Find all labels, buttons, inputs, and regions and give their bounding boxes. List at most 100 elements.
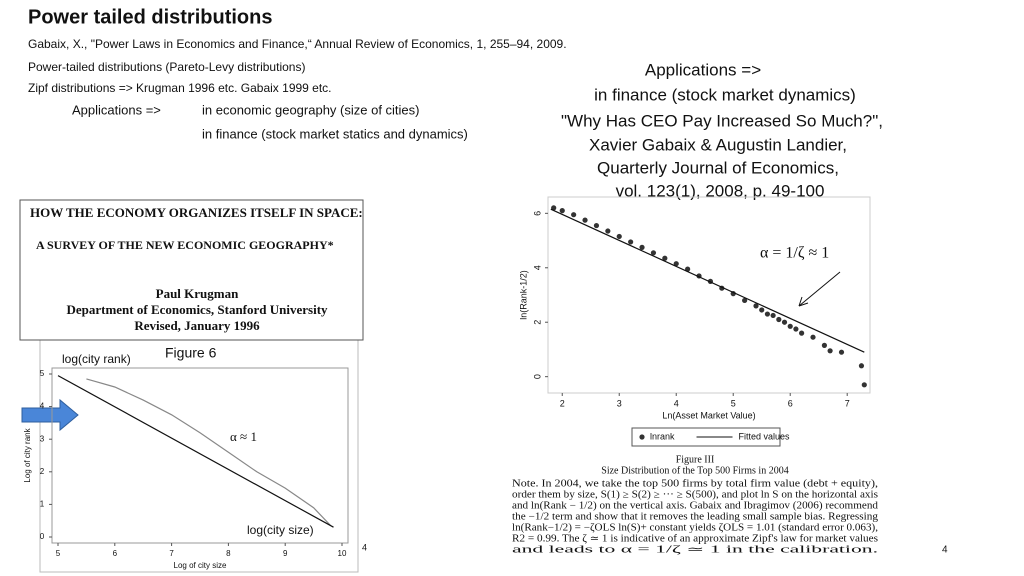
annotation: log(city size)	[247, 523, 314, 537]
pointer-arrow	[21, 398, 79, 432]
y-tick-label: 5	[40, 369, 45, 378]
scatter-point	[559, 208, 565, 214]
scatter-point	[759, 307, 765, 313]
scatter-point	[605, 228, 611, 234]
note-line: order them by size, S(1) ≥ S(2) ≥ ··· ≥ …	[512, 489, 878, 500]
note-line: and leads to α = 1/ζ ≃ 1 in the calibrat…	[512, 544, 878, 555]
x-axis-label: Ln(Asset Market Value)	[662, 410, 755, 420]
page-number: 4	[942, 545, 948, 556]
scatter-point	[810, 334, 816, 340]
application-item: in finance (stock market statics and dyn…	[202, 126, 468, 141]
scatter-point	[781, 319, 788, 325]
x-tick-label: 5	[56, 549, 61, 558]
y-tick-label: 0	[40, 532, 45, 541]
x-tick-label: 6	[113, 549, 118, 558]
page-number: 4	[362, 542, 367, 552]
right-text: vol. 123(1), 2008, p. 49-100	[616, 181, 825, 200]
x-tick-label: 5	[731, 398, 736, 408]
scatter-point	[616, 233, 622, 240]
scatter-point	[821, 342, 828, 348]
x-tick-label: 9	[283, 549, 288, 558]
x-tick-label: 2	[560, 398, 565, 408]
text-line: Zipf distributions => Krugman 1996 etc. …	[28, 81, 332, 95]
figure-number: Figure III	[676, 454, 715, 465]
x-tick-label: 7	[845, 398, 850, 408]
annotation-arrow	[798, 271, 841, 307]
note-line: R2 = 0.99. The ζ ≃ 1 is indicative of an…	[512, 533, 878, 544]
x-tick-label: 3	[617, 398, 622, 408]
scatter-point	[571, 212, 577, 218]
series-line	[57, 375, 334, 528]
note-line: ln(Rank−1/2) = −ζOLS ln(S)+ constant yie…	[512, 522, 878, 533]
annotation: log(city rank)	[62, 352, 131, 366]
scatter-point	[787, 323, 793, 329]
scatter-point	[673, 261, 679, 267]
y-tick-label: 2	[532, 320, 542, 325]
paper-author: Revised, January 1996	[134, 318, 260, 333]
scatter-point	[639, 244, 645, 250]
right-text: in finance (stock market dynamics)	[594, 85, 856, 104]
y-tick-label: 1	[40, 500, 45, 509]
note-line: Note. In 2004, we take the top 500 firms…	[512, 478, 878, 489]
scatter-point	[582, 217, 588, 223]
plot-frame	[547, 196, 871, 394]
x-tick-label: 7	[169, 549, 174, 558]
x-tick-label: 8	[226, 549, 231, 558]
y-tick-label: 6	[532, 211, 542, 216]
arrow-head	[798, 296, 809, 307]
y-tick-label: 4	[40, 402, 45, 411]
legend-label: lnrank	[650, 431, 675, 441]
applications-label: Applications =>	[72, 102, 161, 117]
note-line: and ln(Rank − 1/2) on the vertical axis.…	[512, 500, 878, 511]
series-line	[86, 378, 332, 527]
y-axis-label: ln(Rank-1/2)	[518, 270, 528, 320]
paper-title: A SURVEY OF THE NEW ECONOMIC GEOGRAPHY*	[36, 238, 334, 252]
paper-title: HOW THE ECONOMY ORGANIZES ITSELF IN SPAC…	[30, 205, 363, 220]
plot-frame	[51, 367, 349, 544]
scatter-point	[753, 303, 759, 309]
scatter-point	[838, 349, 845, 355]
text-line: Power-tailed distributions (Pareto-Levy …	[28, 60, 305, 74]
paper-header-box	[19, 199, 364, 341]
y-tick-label: 3	[40, 434, 45, 443]
reference: Gabaix, X., "Power Laws in Economics and…	[28, 37, 567, 51]
scatter-point	[650, 250, 657, 256]
right-text: Xavier Gabaix & Augustin Landier,	[589, 135, 847, 154]
legend-label: Fitted values	[739, 431, 791, 441]
scatter-point	[861, 382, 867, 388]
x-tick-label: 4	[674, 398, 679, 408]
annotation: α ≈ 1	[230, 429, 257, 444]
scatter-point	[793, 326, 799, 332]
application-item: in economic geography (size of cities)	[202, 102, 420, 117]
scatter-point	[776, 316, 782, 323]
note-line: the −1/2 term and show that it removes t…	[512, 511, 878, 522]
scatter-point	[593, 222, 600, 229]
scatter-point	[742, 297, 748, 304]
scatter-point	[662, 255, 668, 261]
figure-panel	[39, 339, 359, 573]
scatter-point	[827, 348, 833, 354]
scatter-point	[858, 363, 865, 369]
y-tick-label: 2	[40, 467, 45, 476]
scatter-point	[799, 330, 805, 336]
annotation: α = 1/ζ ≈ 1	[760, 245, 829, 262]
scatter-point	[770, 312, 776, 319]
y-tick-label: 4	[532, 265, 542, 270]
right-text: Applications =>	[645, 60, 761, 79]
x-tick-label: 6	[788, 398, 793, 408]
series-line	[550, 208, 865, 353]
scatter-point	[551, 205, 557, 211]
paper-author: Paul Krugman	[156, 286, 239, 301]
paper-author: Department of Economics, Stanford Univer…	[66, 302, 328, 317]
right-text: "Why Has CEO Pay Increased So Much?",	[561, 111, 883, 130]
figure-caption: Size Distribution of the Top 500 Firms i…	[601, 465, 788, 476]
legend-symbol	[639, 434, 645, 440]
scatter-point	[628, 239, 634, 245]
y-axis-label: Log of city rank	[23, 427, 32, 482]
x-tick-label: 10	[338, 549, 347, 558]
right-text: Quarterly Journal of Economics,	[597, 158, 839, 177]
scatter-point	[764, 311, 771, 317]
slide-title: Power tailed distributions	[28, 6, 272, 28]
figure-label: Figure 6	[165, 345, 217, 361]
